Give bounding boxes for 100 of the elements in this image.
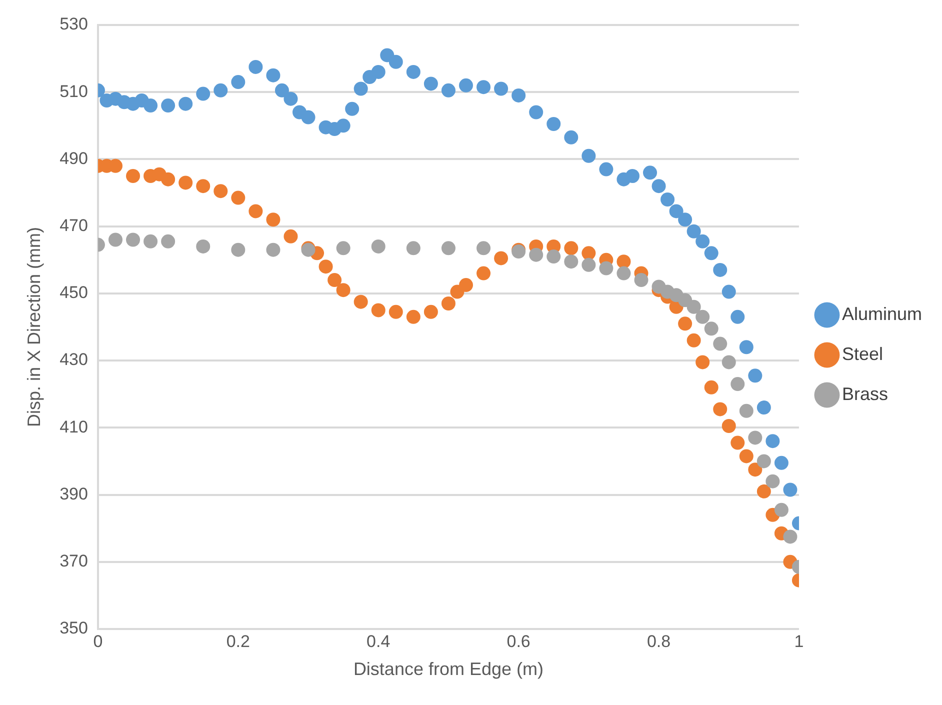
point [704, 380, 718, 394]
point [564, 241, 578, 256]
point [529, 248, 544, 262]
point [266, 242, 280, 257]
point [652, 179, 666, 194]
point [582, 258, 596, 272]
point [529, 105, 544, 120]
point [713, 262, 728, 277]
point [739, 404, 754, 418]
point [284, 229, 298, 244]
point [476, 241, 491, 256]
point [739, 340, 754, 354]
point [722, 284, 736, 299]
x-axis-title: Distance from Edge (m) [353, 659, 544, 680]
y-tick-label: 350 [60, 618, 88, 638]
legend-label: Aluminum [842, 304, 922, 324]
point [730, 377, 745, 392]
point [774, 456, 788, 470]
point [599, 261, 614, 276]
point [713, 402, 728, 416]
point [696, 355, 710, 370]
point [248, 204, 263, 218]
point [704, 246, 718, 260]
point [388, 304, 403, 319]
point [336, 118, 350, 133]
point [126, 232, 140, 247]
point [161, 172, 176, 186]
point [161, 98, 176, 113]
y-tick-label: 430 [60, 350, 88, 370]
point [424, 304, 438, 319]
point [336, 241, 350, 256]
y-tick-label: 490 [60, 148, 88, 168]
point [686, 224, 701, 238]
point [371, 303, 386, 318]
point [301, 110, 316, 124]
point [231, 242, 246, 257]
point [144, 234, 158, 248]
point [730, 436, 745, 450]
point [214, 83, 228, 98]
point [696, 310, 710, 324]
point [196, 86, 210, 101]
point [231, 190, 246, 205]
point [494, 251, 508, 266]
point [371, 239, 386, 254]
point [756, 454, 771, 468]
point [616, 266, 631, 280]
point [783, 530, 798, 544]
point [354, 82, 368, 96]
y-tick-label: 530 [60, 14, 88, 34]
y-tick-label: 370 [60, 552, 88, 571]
point [196, 179, 210, 194]
y-tick-label: 510 [60, 82, 88, 101]
point [388, 54, 403, 69]
x-tick-label: 0.8 [646, 632, 671, 651]
y-tick-label: 410 [60, 417, 88, 436]
x-tick-label: 0.2 [226, 632, 250, 651]
y-tick-label: 450 [60, 283, 88, 302]
point [424, 76, 438, 91]
point [582, 246, 596, 260]
x-tick-label: 1 [794, 632, 804, 651]
point [476, 266, 491, 280]
point [756, 484, 771, 498]
point [739, 449, 754, 464]
point [686, 300, 701, 314]
point [248, 60, 263, 74]
y-tick-label: 390 [60, 484, 88, 504]
point [354, 294, 368, 309]
point [704, 322, 718, 336]
x-tick-label: 0.4 [366, 632, 390, 651]
point [345, 102, 360, 116]
point [599, 162, 614, 176]
point [214, 184, 228, 198]
point [406, 241, 420, 256]
point [713, 336, 728, 351]
point [318, 260, 333, 274]
point [441, 296, 456, 311]
point [196, 239, 210, 254]
point [458, 78, 473, 92]
point [686, 333, 701, 348]
legend-label: Brass [842, 384, 888, 404]
point [748, 368, 762, 383]
point [512, 88, 526, 102]
point [643, 166, 658, 180]
point [774, 502, 788, 517]
point [634, 273, 648, 288]
point [564, 254, 578, 269]
y-tick-label: 470 [60, 216, 88, 236]
point [108, 232, 122, 247]
point [678, 212, 692, 227]
point [441, 83, 456, 98]
point [546, 250, 561, 264]
point [748, 430, 762, 445]
point [284, 92, 298, 106]
point [756, 400, 771, 415]
point [722, 418, 736, 433]
point [178, 96, 193, 111]
point [766, 474, 780, 488]
point [678, 316, 692, 331]
point [274, 83, 289, 98]
point [669, 204, 684, 218]
